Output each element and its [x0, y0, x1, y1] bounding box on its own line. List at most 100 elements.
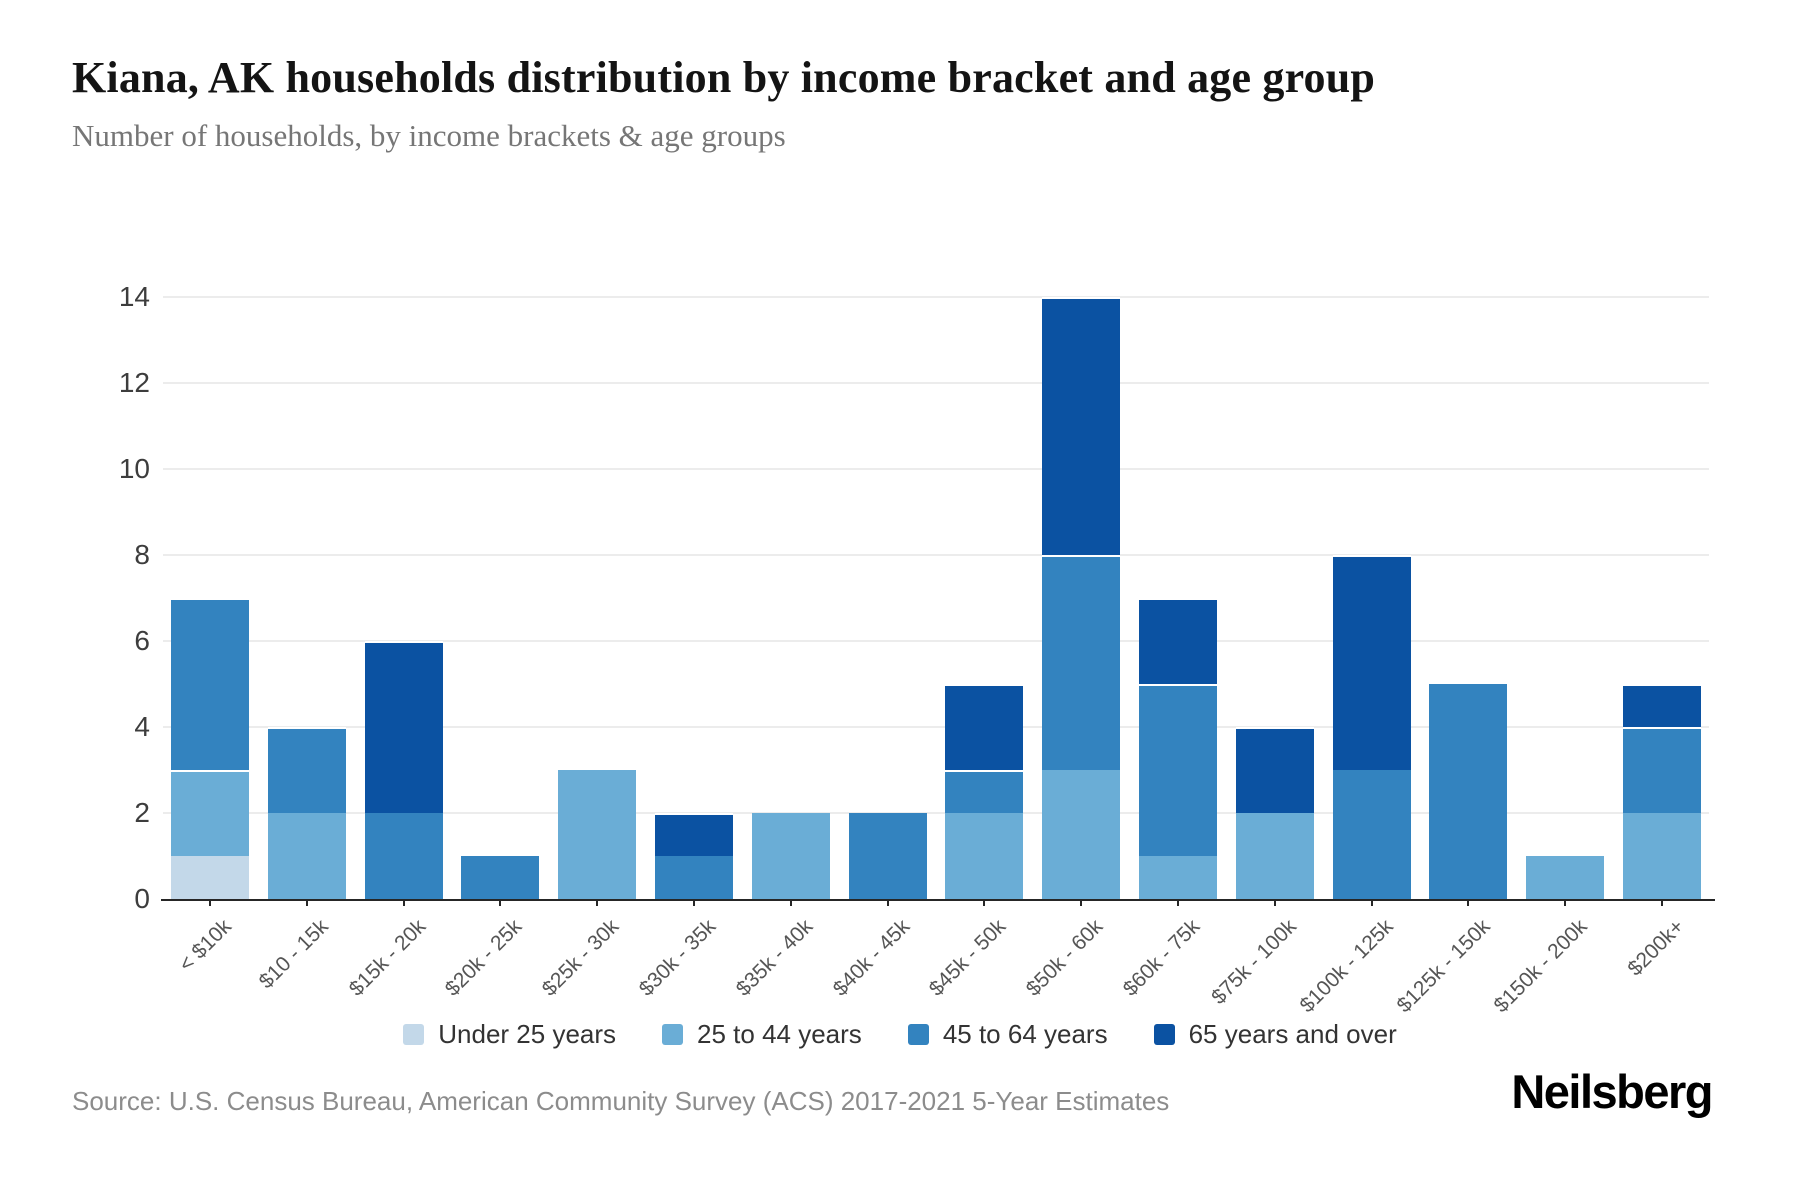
bar-35k-40k [751, 813, 830, 899]
x-axis-label-25k-30k: $25k - 30k [537, 915, 624, 1001]
y-axis-label-0: 0 [134, 883, 150, 914]
bar-60k-75k [1139, 598, 1217, 899]
bar-segment-50k-60k-45-to-64-years[interactable] [1042, 555, 1121, 770]
legend-label-65-years-and-over: 65 years and over [1188, 1018, 1397, 1049]
x-axis-tick-150k-200k [1564, 899, 1567, 906]
bar-segment-30k-35k-45-to-64-years[interactable] [655, 856, 733, 899]
bar-75k-100k [1235, 727, 1314, 899]
x-axis-label-50k-60k: $50k - 60k [1021, 915, 1108, 1001]
bar-segment-100k-125k-65-years-and-over[interactable] [1332, 555, 1411, 770]
gridline-6 [163, 640, 1709, 642]
bar-40k-45k [848, 813, 927, 899]
bar-50k-60k [1042, 297, 1121, 899]
y-axis-label-8: 8 [134, 539, 150, 570]
x-axis-line [161, 899, 1715, 901]
bar-15k-20k [364, 641, 443, 899]
gridline-4 [163, 726, 1709, 728]
x-axis-label-10-15k: $10 - 15k [254, 915, 334, 994]
y-axis-label-2: 2 [134, 797, 150, 828]
x-axis-tick-60k-75k [1177, 899, 1179, 906]
bar-segment-15k-20k-45-to-64-years[interactable] [364, 813, 443, 899]
bar-segment-200k-25-to-44-years[interactable] [1623, 813, 1701, 899]
bar-segment-200k-45-to-64-years[interactable] [1623, 727, 1701, 813]
x-axis-tick-50k-60k [1080, 899, 1083, 906]
legend-swatch-45-to-64-years [907, 1023, 929, 1045]
bar-segment-40k-45k-45-to-64-years[interactable] [848, 813, 927, 899]
legend-label-under-25-years: Under 25 years [438, 1018, 617, 1049]
x-axis-label-10k: < $10k [174, 915, 237, 977]
bar-segment-100k-125k-45-to-64-years[interactable] [1332, 770, 1411, 899]
x-axis-label-30k-35k: $30k - 35k [634, 915, 721, 1001]
x-axis-label-150k-200k: $150k - 200k [1489, 915, 1592, 1018]
bar-segment-30k-35k-65-years-and-over[interactable] [655, 813, 733, 856]
x-axis-tick-40k-45k [886, 899, 889, 906]
bar-segment-125k-150k-45-to-64-years[interactable] [1429, 684, 1508, 899]
bar-segment-45k-50k-45-to-64-years[interactable] [945, 770, 1024, 813]
legend-swatch-under-25-years [403, 1023, 425, 1045]
bar-segment-10-15k-45-to-64-years[interactable] [267, 727, 346, 813]
legend-item-under-25-years[interactable]: Under 25 years [403, 1019, 616, 1050]
x-axis-tick-100k-125k [1370, 899, 1373, 906]
legend-item-45-to-64-years[interactable]: 45 to 64 years [907, 1018, 1108, 1050]
legend-label-45-to-64-years: 45 to 64 years [942, 1018, 1108, 1049]
bar-200k [1623, 684, 1701, 899]
bar-125k-150k [1429, 684, 1508, 899]
bar-segment-10k-25-to-44-years[interactable] [171, 770, 249, 856]
bar-10-15k [267, 727, 346, 899]
x-axis-label-125k-150k: $125k - 150k [1392, 915, 1495, 1018]
source-text: Source: U.S. Census Bureau, American Com… [72, 1086, 1170, 1116]
bar-segment-45k-50k-65-years-and-over[interactable] [945, 684, 1024, 770]
gridline-12 [163, 382, 1709, 384]
legend: Under 25 years 25 to 44 years 45 to 64 yea… [0, 1012, 1800, 1056]
legend-item-65-years-and-over[interactable]: 65 years and over [1153, 1018, 1397, 1050]
bar-segment-45k-50k-25-to-44-years[interactable] [945, 813, 1024, 899]
bar-20k-25k [461, 856, 540, 899]
bar-10k [171, 598, 249, 899]
bar-segment-20k-25k-45-to-64-years[interactable] [461, 856, 540, 899]
bar-segment-50k-60k-65-years-and-over[interactable] [1042, 297, 1121, 555]
bar-100k-125k [1332, 555, 1411, 899]
legend-label-25-to-44-years: 25 to 44 years [697, 1018, 862, 1049]
chart-subtitle: Number of households, by income brackets… [72, 118, 786, 153]
bar-segment-60k-75k-45-to-64-years[interactable] [1139, 684, 1217, 856]
bar-segment-10-15k-25-to-44-years[interactable] [267, 813, 346, 899]
bar-segment-10k-under-25-years[interactable] [171, 856, 249, 899]
x-axis-tick-200k [1661, 899, 1663, 906]
x-axis-label-20k-25k: $20k - 25k [441, 915, 527, 1001]
bar-segment-60k-75k-65-years-and-over[interactable] [1139, 598, 1217, 684]
bar-30k-35k [655, 813, 733, 899]
x-axis-tick-75k-100k [1273, 899, 1276, 906]
bar-segment-150k-200k-25-to-44-years[interactable] [1526, 856, 1605, 899]
x-axis-label-60k-75k: $60k - 75k [1118, 915, 1205, 1001]
gridline-2 [163, 812, 1709, 814]
y-axis-label-12: 12 [118, 367, 150, 398]
y-axis-label-4: 4 [134, 711, 150, 742]
bar-segment-50k-60k-25-to-44-years[interactable] [1042, 770, 1121, 899]
bar-segment-25k-30k-25-to-44-years[interactable] [558, 770, 637, 899]
bar-25k-30k [558, 770, 637, 899]
y-axis-labels: 0 2 4 6 8 10 12 14 [0, 281, 150, 914]
neilsberg-logo: Neilsberg [1511, 1065, 1713, 1118]
bar-segment-35k-40k-25-to-44-years[interactable] [751, 813, 830, 899]
x-axis-label-15k-20k: $15k - 20k [344, 915, 430, 1001]
gridline-10 [163, 468, 1709, 470]
x-axis-label-200k: $200k+ [1622, 915, 1689, 981]
bar-150k-200k [1526, 856, 1605, 899]
x-axis-tick-10-15k [305, 899, 308, 906]
x-axis-tick-10k [209, 899, 211, 906]
y-axis-label-6: 6 [134, 625, 150, 656]
x-axis-label-40k-45k: $40k - 45k [828, 915, 914, 1001]
chart-title: Kiana, AK households distribution by inc… [72, 53, 1376, 102]
bar-segment-60k-75k-25-to-44-years[interactable] [1139, 856, 1217, 899]
legend-item-25-to-44-years[interactable]: 25 to 44 years [662, 1019, 862, 1050]
y-axis-label-10: 10 [118, 453, 150, 484]
bar-segment-10k-45-to-64-years[interactable] [171, 598, 249, 770]
x-axis-label-45k-50k: $45k - 50k [925, 915, 1011, 1001]
x-axis-tick-25k-30k [596, 899, 599, 906]
bar-segment-15k-20k-65-years-and-over[interactable] [364, 641, 443, 813]
bar-segment-75k-100k-25-to-44-years[interactable] [1235, 813, 1314, 899]
bar-segment-75k-100k-65-years-and-over[interactable] [1235, 727, 1314, 813]
x-axis-label-100k-125k: $100k - 125k [1295, 915, 1398, 1018]
bar-segment-200k-65-years-and-over[interactable] [1623, 684, 1701, 727]
